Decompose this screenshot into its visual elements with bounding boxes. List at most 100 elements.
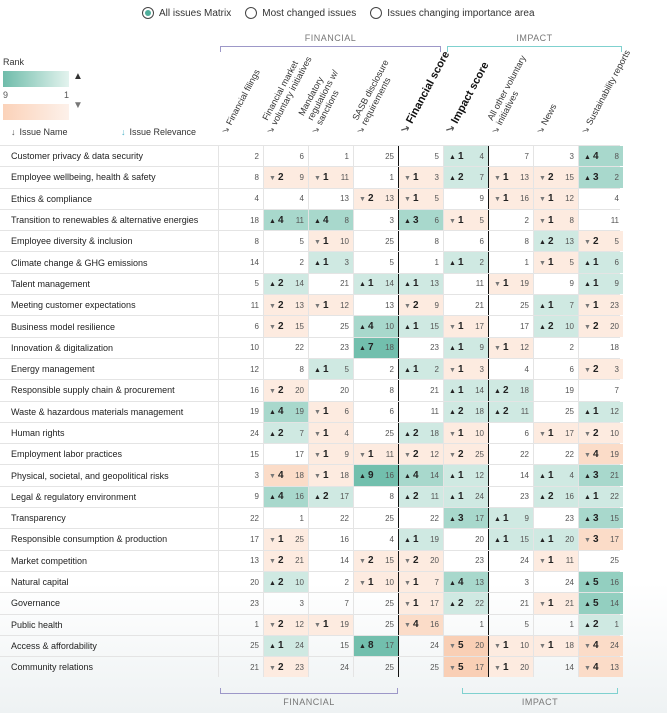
rank-value: 5 xyxy=(569,258,574,268)
triangle-up-icon: ▲ xyxy=(584,409,591,417)
table-row[interactable]: Employee wellbeing, health & safety 8 ▼ 2 9 ▼… xyxy=(0,166,623,188)
rank-up-change: ▲ 8 xyxy=(359,640,374,651)
rank-value: 12 xyxy=(520,343,529,353)
table-row[interactable]: Governance 23 3 7 25 ▼ 1 17 ▲ 2 22 21 ▼ 1 21 ▲ 5 14 xyxy=(0,592,623,614)
table-row[interactable]: Transparency 22 1 22 25 22 ▲ 3 17 ▲ 1 9 23 ▲ 3 15 xyxy=(0,507,623,529)
table-row[interactable]: Transition to renewables & alternative e… xyxy=(0,208,620,231)
table-row[interactable]: Responsible consumption & production 17 ▼ 1… xyxy=(0,528,623,550)
column-header[interactable]: ↘ Impact score xyxy=(443,43,500,136)
table-row[interactable]: Energy management 12 8 ▲ 1 5 2 ▲ 1 2 ▼ 1 3 4 6 ▼ 2 3 xyxy=(0,357,623,380)
rank-cell: ▲ 1 2 xyxy=(398,358,443,380)
issue-name: Employment labor practices xyxy=(11,449,123,460)
rank-down-change: ▼ 2 xyxy=(359,193,374,204)
rank-value: 10 xyxy=(475,428,484,438)
rank-up-change: ▲ 1 xyxy=(449,342,464,353)
triangle-up-icon: ▲ xyxy=(449,345,456,353)
sort-issue-name[interactable]: ↓ Issue Name xyxy=(11,127,68,137)
column-header[interactable]: ↘ Mandatory regulations w/ sanctions xyxy=(296,43,365,136)
radio-issues-changing-importance[interactable]: Issues changing importance area xyxy=(370,7,535,19)
column-header[interactable]: ↘ All other voluntary initiatives xyxy=(485,43,545,136)
change-value: 4 xyxy=(277,406,284,418)
column-header[interactable]: ↘ Sustainability reports xyxy=(579,43,635,136)
rank-down-change: ▼ 5 xyxy=(449,662,464,673)
rank-cell: ▼ 1 11 xyxy=(353,444,398,465)
change-value: 2 xyxy=(457,406,464,418)
rank-cell: ▲ 2 11 xyxy=(488,401,533,422)
rank-value: 25 xyxy=(385,236,394,246)
triangle-down-icon: ▼ xyxy=(404,600,411,608)
rank-cell: 9 xyxy=(218,486,263,508)
table-row[interactable]: Waste & hazardous materials management 19… xyxy=(0,400,623,422)
rank-down-change: ▼ 1 xyxy=(314,619,329,630)
rank-cell: 15 xyxy=(308,635,353,657)
triangle-up-icon: ▲ xyxy=(449,260,456,268)
rank-cell: 2 xyxy=(533,337,578,358)
rank-value: 20 xyxy=(520,662,529,672)
rank-cell: ▲ 2 18 xyxy=(398,422,443,444)
rank-value: 17 xyxy=(295,449,304,459)
impact-bracket-top xyxy=(447,46,622,52)
rank-cell: ▼ 2 20 xyxy=(398,550,443,571)
rank-cell: ▼ 1 3 xyxy=(398,167,443,188)
rank-value: 17 xyxy=(385,641,394,651)
table-row[interactable]: Meeting customer expectations 11 ▼ 2 13 ▼ 1 12 1… xyxy=(0,294,623,316)
table-row[interactable]: Employee diversity & inclusion 8 5 ▼ 1 10 25 8 6… xyxy=(0,230,623,252)
rank-cell: ▼ 1 6 xyxy=(308,401,353,422)
rank-cell: ▼ 2 25 xyxy=(443,444,488,465)
rank-cell: 25 xyxy=(353,422,398,444)
rank-down-change: ▼ 1 xyxy=(359,577,374,588)
change-value: 1 xyxy=(457,384,464,396)
table-row[interactable]: Innovation & digitalization 10 22 23 ▲ 7 18 23 ▲… xyxy=(0,336,620,358)
rank-value: 4 xyxy=(524,364,529,374)
column-header[interactable]: ↘ Financial filings xyxy=(219,43,275,136)
table-row[interactable]: Climate change & GHG emissions 14 2 ▲ 1 3 5 1 ▲ 1… xyxy=(0,251,623,273)
rank-up-change: ▲ 2 xyxy=(494,385,509,396)
table-row[interactable]: Responsible supply chain & procurement 16… xyxy=(0,379,620,401)
table-row[interactable]: Public health 1 ▼ 2 12 ▼ 1 19 25 ▼ 4 16 1 5 1 ▲ 2 1 xyxy=(0,613,623,635)
radio-all-issues-matrix[interactable]: All issues Matrix xyxy=(142,7,231,19)
rank-value: 10 xyxy=(385,322,394,332)
table-row[interactable]: Customer privacy & data security 2 6 1 25 5 ▲ 1… xyxy=(0,145,623,167)
table-row[interactable]: Human rights 24 ▲ 2 7 ▼ 1 4 25 ▲ 2 18 ▼ 1 10 6 ▼ 1 17 ▼ 2 10 xyxy=(0,421,623,444)
rank-value: 16 xyxy=(385,471,394,481)
table-row[interactable]: Physical, societal, and geopolitical ris… xyxy=(0,464,623,486)
triangle-down-icon: ▼ xyxy=(269,387,276,395)
rank-up-change: ▲ 1 xyxy=(494,534,509,545)
radio-most-changed-issues[interactable]: Most changed issues xyxy=(245,7,356,19)
rank-down-change: ▼ 4 xyxy=(584,640,599,651)
table-row[interactable]: Ethics & compliance 4 4 13 ▼ 2 13 ▼ 1 5 9 ▼ 1 16 ▼ 1 12 4 xyxy=(0,187,620,209)
column-header[interactable]: ↘ News xyxy=(534,43,590,136)
rank-cell: ▲ 5 16 xyxy=(578,571,623,593)
rank-up-change: ▲ 4 xyxy=(449,577,464,588)
triangle-down-icon: ▼ xyxy=(269,473,276,481)
table-row[interactable]: Community relations 21 ▼ 2 23 24 25 25 ▼ 5 17 ▼ 1 20 1… xyxy=(0,656,623,678)
rank-cell: ▼ 1 25 xyxy=(263,529,308,550)
rank-value: 21 xyxy=(295,556,304,566)
rank-up-change: ▲ 2 xyxy=(404,491,419,502)
rank-value: 11 xyxy=(430,492,439,502)
change-value: 2 xyxy=(457,597,464,609)
triangle-up-icon: ▲ xyxy=(404,536,411,544)
triangle-up-icon: ▲ xyxy=(449,600,456,608)
table-row[interactable]: Business model resilience 6 ▼ 2 15 25 ▲ 4 10 ▲ 1 15… xyxy=(0,315,623,337)
rank-value: 13 xyxy=(295,300,304,310)
table-row[interactable]: Talent management 5 ▲ 2 14 21 ▲ 1 14 ▲ 1 13 11 ▼ 1 19 9 ▲… xyxy=(0,272,623,295)
rank-value: 15 xyxy=(520,534,529,544)
table-row[interactable]: Legal & regulatory environment 9 ▲ 4 16 ▲ 2 17 8… xyxy=(0,485,623,508)
rank-value: 1 xyxy=(614,620,619,630)
table-row[interactable]: Natural capital 20 ▲ 2 10 2 ▼ 1 10 ▼ 1 7 ▲ 4 13 3 24 ▲ 5 16 xyxy=(0,570,623,593)
group-label-financial: FINANCIAL xyxy=(304,33,357,43)
rank-value: 18 xyxy=(385,343,394,353)
rank-value: 19 xyxy=(295,407,304,417)
table-row[interactable]: Employment labor practices 15 17 ▼ 1 9 ▼ 1 11 ▼ 2 1… xyxy=(0,443,623,465)
rank-value: 16 xyxy=(610,577,619,587)
table-row[interactable]: Access & affordability 25 ▲ 1 24 15 ▲ 8 17 24 ▼ 5 20… xyxy=(0,634,623,657)
rank-value: 25 xyxy=(610,556,619,566)
triangle-down-icon: ▼ xyxy=(584,536,591,544)
rank-cell: ▼ 4 24 xyxy=(578,635,623,657)
rank-down-change: ▼ 1 xyxy=(584,300,599,311)
rank-value: 17 xyxy=(475,662,484,672)
rank-cell: ▲ 2 11 xyxy=(398,486,443,508)
sort-issue-relevance[interactable]: ↓ Issue Relevance xyxy=(121,127,196,137)
table-row[interactable]: Market competition 13 ▼ 2 21 14 ▼ 2 15 ▼ 2 20 23 24 ▼ 1… xyxy=(0,549,620,571)
